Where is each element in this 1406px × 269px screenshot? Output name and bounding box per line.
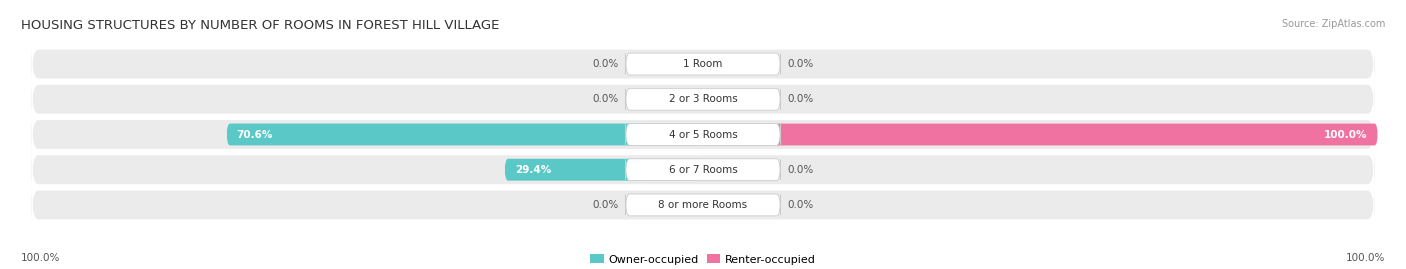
Text: 6 or 7 Rooms: 6 or 7 Rooms bbox=[669, 165, 737, 175]
Text: HOUSING STRUCTURES BY NUMBER OF ROOMS IN FOREST HILL VILLAGE: HOUSING STRUCTURES BY NUMBER OF ROOMS IN… bbox=[21, 19, 499, 32]
FancyBboxPatch shape bbox=[626, 123, 780, 146]
Text: 0.0%: 0.0% bbox=[787, 94, 814, 104]
FancyBboxPatch shape bbox=[626, 159, 780, 180]
Text: 0.0%: 0.0% bbox=[592, 94, 619, 104]
Text: 0.0%: 0.0% bbox=[787, 165, 814, 175]
Text: 70.6%: 70.6% bbox=[236, 129, 273, 140]
FancyBboxPatch shape bbox=[31, 184, 1375, 226]
Text: 0.0%: 0.0% bbox=[592, 59, 619, 69]
Text: 8 or more Rooms: 8 or more Rooms bbox=[658, 200, 748, 210]
Text: 100.0%: 100.0% bbox=[21, 253, 60, 263]
FancyBboxPatch shape bbox=[703, 123, 1378, 146]
Text: 100.0%: 100.0% bbox=[1324, 129, 1368, 140]
FancyBboxPatch shape bbox=[626, 194, 780, 216]
FancyBboxPatch shape bbox=[626, 89, 780, 110]
Text: Source: ZipAtlas.com: Source: ZipAtlas.com bbox=[1281, 19, 1385, 29]
Text: 1 Room: 1 Room bbox=[683, 59, 723, 69]
Text: 4 or 5 Rooms: 4 or 5 Rooms bbox=[669, 129, 737, 140]
Text: 0.0%: 0.0% bbox=[787, 200, 814, 210]
FancyBboxPatch shape bbox=[31, 149, 1375, 190]
FancyBboxPatch shape bbox=[31, 79, 1375, 120]
FancyBboxPatch shape bbox=[626, 53, 780, 75]
Text: 100.0%: 100.0% bbox=[1346, 253, 1385, 263]
FancyBboxPatch shape bbox=[505, 159, 703, 180]
Legend: Owner-occupied, Renter-occupied: Owner-occupied, Renter-occupied bbox=[586, 250, 820, 269]
Text: 2 or 3 Rooms: 2 or 3 Rooms bbox=[669, 94, 737, 104]
FancyBboxPatch shape bbox=[226, 123, 703, 146]
Text: 0.0%: 0.0% bbox=[787, 59, 814, 69]
Text: 0.0%: 0.0% bbox=[592, 200, 619, 210]
Text: 29.4%: 29.4% bbox=[515, 165, 551, 175]
FancyBboxPatch shape bbox=[31, 43, 1375, 85]
FancyBboxPatch shape bbox=[31, 114, 1375, 155]
